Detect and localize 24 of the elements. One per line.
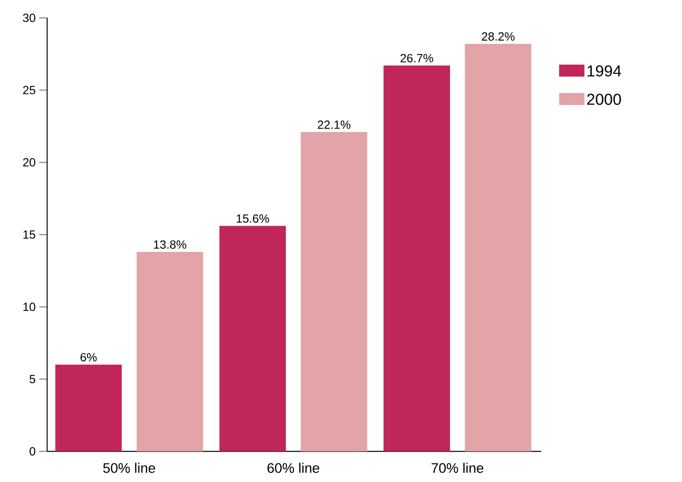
y-tick-label: 30 xyxy=(22,14,36,22)
x-tick-label: 70% line xyxy=(432,462,484,473)
y-tick-label: 15 xyxy=(23,230,36,239)
bar xyxy=(219,226,286,452)
data-label: 15.6% xyxy=(236,214,270,223)
data-label: 22.1% xyxy=(318,120,350,129)
bar xyxy=(55,364,122,452)
y-tick-label: 5 xyxy=(30,374,36,384)
y-tick-label: 25 xyxy=(23,86,36,94)
x-tick-label: 60% line xyxy=(267,462,320,473)
legend-label: 1994 xyxy=(588,65,622,77)
data-label: 13.8% xyxy=(154,240,186,249)
data-label: 6% xyxy=(80,353,97,362)
bar xyxy=(136,252,204,452)
legend-label: 2000 xyxy=(587,94,621,105)
bar xyxy=(384,66,450,452)
data-label: 28.2% xyxy=(482,32,514,41)
x-tick-label: 50% line xyxy=(103,462,156,473)
y-tick-label: 0 xyxy=(30,447,36,456)
data-label: 26.7% xyxy=(400,54,434,62)
bar xyxy=(464,44,532,452)
y-tick-label: 20 xyxy=(23,158,36,166)
bar xyxy=(300,132,368,452)
y-tick-label: 10 xyxy=(23,302,36,311)
